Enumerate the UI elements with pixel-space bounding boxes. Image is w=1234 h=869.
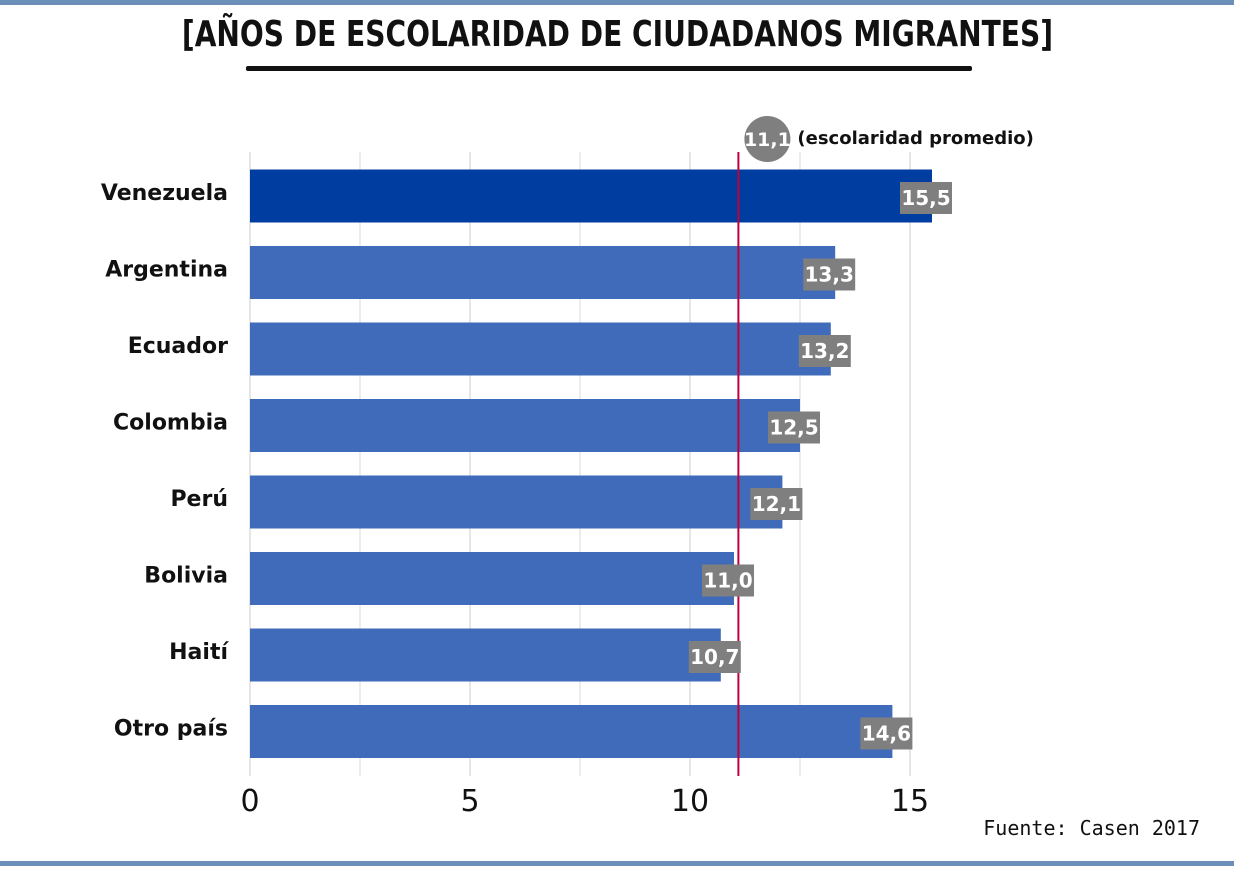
- bar: [250, 475, 783, 529]
- x-tick-label: 10: [671, 784, 709, 819]
- value-label-background: [798, 335, 851, 367]
- category-label: Haití: [169, 640, 229, 665]
- category-label: Argentina: [105, 258, 228, 283]
- category-label: Ecuador: [128, 334, 228, 359]
- category-label: Colombia: [113, 411, 228, 436]
- category-label: Venezuela: [101, 181, 228, 206]
- value-label: 11,0: [703, 569, 752, 593]
- chart-title: [AÑOS DE ESCOLARIDAD DE CIUDADANOS MIGRA…: [181, 14, 1053, 55]
- x-tick-label: 15: [891, 784, 929, 819]
- category-label: Otro país: [114, 717, 228, 742]
- value-label-background: [900, 182, 952, 214]
- average-badge: [744, 116, 791, 162]
- average-note: (escolaridad promedio): [797, 128, 1033, 149]
- value-label: 10,7: [690, 645, 739, 669]
- value-label-background: [702, 564, 754, 597]
- average-badge-value: 11,1: [744, 129, 791, 151]
- value-label-background: [860, 717, 913, 750]
- x-tick-label: 5: [460, 784, 479, 819]
- value-label: 14,6: [862, 722, 911, 746]
- bar: [250, 322, 831, 376]
- value-label-background: [750, 488, 803, 520]
- top-border: [0, 0, 1234, 5]
- value-label: 15,5: [901, 186, 950, 210]
- title-underline: [246, 66, 972, 71]
- value-label: 13,3: [805, 263, 854, 287]
- value-label: 13,2: [800, 339, 849, 363]
- bar: [250, 628, 721, 682]
- category-label: Perú: [170, 487, 228, 512]
- bar: [250, 399, 800, 452]
- bar: [250, 169, 932, 223]
- category-label: Bolivia: [144, 564, 228, 589]
- title-container: [AÑOS DE ESCOLARIDAD DE CIUDADANOS MIGRA…: [0, 14, 1234, 55]
- value-label-background: [768, 411, 820, 444]
- value-label: 12,1: [752, 492, 801, 516]
- source-note: Fuente: Casen 2017: [983, 816, 1200, 840]
- value-label-background: [688, 641, 741, 673]
- bottom-border: [0, 861, 1234, 866]
- value-label: 12,5: [769, 416, 818, 440]
- x-tick-label: 0: [240, 784, 259, 819]
- bar: [250, 705, 893, 758]
- bar: [250, 246, 836, 299]
- bar: [250, 552, 734, 605]
- value-label-background: [803, 258, 856, 291]
